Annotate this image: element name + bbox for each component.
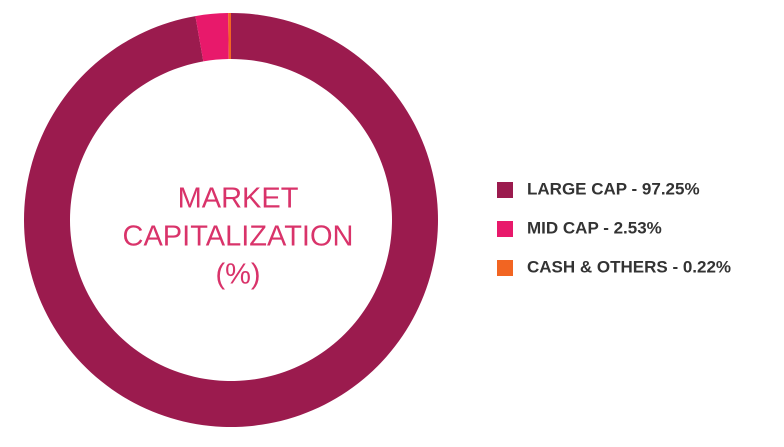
legend-swatch [497,260,513,276]
center-label: CAPITALIZATION [123,221,354,253]
legend-label: CASH & OTHERS - 0.22% [527,257,731,276]
donut-slice [228,13,231,60]
legend-label: LARGE CAP - 97.25% [527,179,700,198]
donut-slice [195,13,229,62]
legend-swatch [497,182,513,198]
center-label: MARKET [178,183,299,215]
legend-swatch [497,221,513,237]
legend-label: MID CAP - 2.53% [527,218,662,237]
center-label: (%) [215,259,260,291]
